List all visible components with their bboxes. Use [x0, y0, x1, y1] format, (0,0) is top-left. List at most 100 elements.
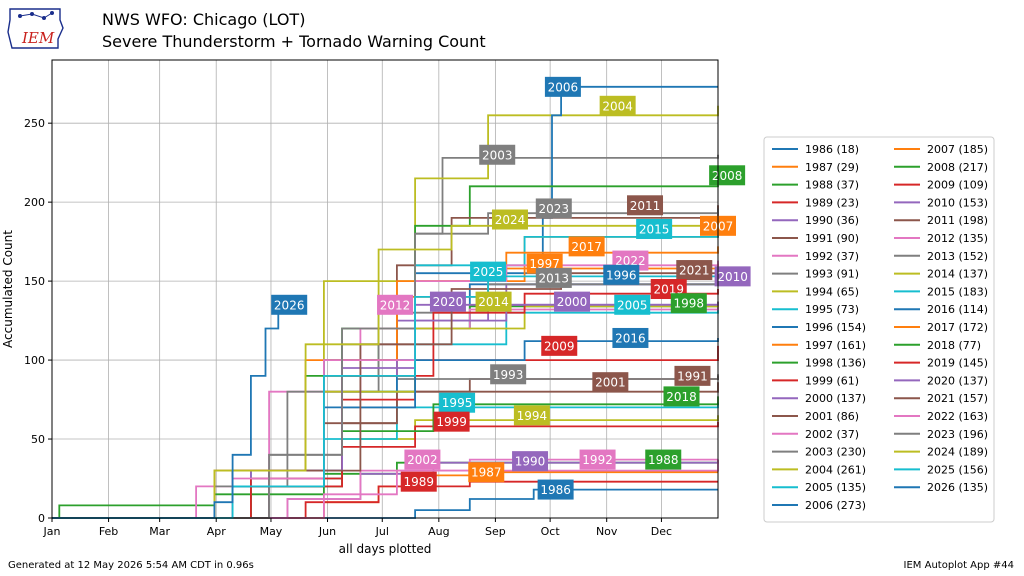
year-label-text: 2009 [544, 339, 575, 353]
legend-entry-2007: 2007 (185) [894, 143, 988, 156]
legend-entry-2021: 2021 (157) [894, 392, 988, 405]
legend-entry-1993: 1993 (91) [772, 268, 859, 281]
legend-entry-2014: 2014 (137) [894, 268, 988, 281]
year-label-text: 1995 [442, 396, 473, 410]
year-label-2008: 2008 [709, 165, 746, 186]
legend-label: 1988 (37) [805, 179, 859, 192]
legend-entry-2020: 2020 (137) [894, 374, 988, 387]
year-label-2002: 2002 [404, 449, 441, 470]
legend-entry-1994: 1994 (65) [772, 285, 859, 298]
year-label-box [468, 462, 505, 483]
year-label-text: 2013 [539, 271, 570, 285]
year-label-text: 1996 [606, 268, 637, 282]
year-label-box [645, 449, 682, 470]
legend-label: 1997 (161) [805, 339, 866, 352]
legend-label: 2007 (185) [927, 143, 988, 156]
legend-entry-2001: 2001 (86) [772, 410, 859, 423]
legend-entry-2023: 2023 (196) [894, 428, 988, 441]
year-label-1992: 1992 [579, 449, 616, 470]
legend-label: 1998 (136) [805, 357, 866, 370]
legend-label: 2017 (172) [927, 321, 988, 334]
series-line-1992 [52, 458, 718, 519]
year-label-text: 2004 [602, 99, 633, 113]
year-label-2025: 2025 [470, 261, 507, 282]
legend-entry-2022: 2022 (163) [894, 410, 988, 423]
year-label-1986: 1986 [537, 479, 574, 500]
year-label-2005: 2005 [614, 294, 651, 315]
legend-label: 1987 (29) [805, 161, 859, 174]
year-label-text: 2021 [679, 264, 710, 278]
legend-entry-2024: 2024 (189) [894, 446, 988, 459]
year-label-text: 1986 [540, 483, 571, 497]
legend-entry-2006: 2006 (273) [772, 499, 866, 512]
legend-entry-2002: 2002 (37) [772, 428, 859, 441]
year-label-1996: 1996 [603, 264, 640, 285]
year-label-2011: 2011 [627, 195, 664, 216]
year-label-2000: 2000 [554, 291, 591, 312]
year-label-box [554, 291, 591, 312]
year-label-text: 1990 [515, 455, 546, 469]
year-label-text: 1992 [582, 453, 613, 467]
legend-label: 2000 (137) [805, 392, 866, 405]
legend-label: 2011 (198) [927, 214, 988, 227]
year-label-box [579, 449, 616, 470]
year-label-box [592, 372, 629, 393]
y-tick-label: 250 [24, 117, 45, 130]
year-label-2013: 2013 [535, 267, 572, 288]
year-label-box [663, 386, 700, 407]
year-label-text: 1999 [436, 415, 467, 429]
series-line-2016 [52, 338, 719, 519]
year-label-text: 2022 [615, 254, 646, 268]
legend-entry-2017: 2017 (172) [894, 321, 988, 334]
legend-label: 2016 (114) [927, 303, 988, 316]
logo-text: IEM [21, 29, 55, 47]
year-label-2021: 2021 [676, 260, 713, 281]
year-label-text: 2020 [433, 295, 464, 309]
year-label-2017: 2017 [568, 236, 605, 257]
legend-label: 2001 (86) [805, 410, 859, 423]
year-label-box [491, 209, 528, 230]
year-label-box [377, 294, 414, 315]
year-label-text: 2011 [630, 199, 661, 213]
plot-frame [51, 59, 719, 519]
year-label-text: 1994 [517, 409, 548, 423]
generated-note: Generated at 12 May 2026 5:54 AM CDT in … [8, 560, 254, 571]
year-label-box [433, 411, 470, 432]
legend-entry-2015: 2015 (183) [894, 285, 988, 298]
year-label-text: 2024 [495, 213, 526, 227]
x-tick-label: Nov [596, 525, 618, 538]
legend-entry-1987: 1987 (29) [772, 161, 859, 174]
y-tick-label: 50 [31, 433, 45, 446]
legend-entry-1998: 1998 (136) [772, 357, 866, 370]
app-credit: IEM Autoplot App #44 [903, 560, 1014, 571]
year-label-box [614, 294, 651, 315]
year-label-text: 2000 [557, 295, 588, 309]
year-label-1999: 1999 [433, 411, 470, 432]
legend-label: 1990 (36) [805, 214, 859, 227]
year-label-text: 2018 [666, 390, 697, 404]
axes: Jan Feb Mar Apr May Jun Jul Aug Sep Oct Nov Dec 0 50 1… [24, 117, 672, 538]
year-label-text: 2005 [617, 298, 648, 312]
legend-label: 2002 (37) [805, 428, 859, 441]
year-label-text: 2010 [717, 270, 748, 284]
legend-label: 2006 (273) [805, 499, 866, 512]
legend-entry-2011: 2011 (198) [894, 214, 988, 227]
year-label-text: 1989 [403, 475, 434, 489]
legend-label: 2024 (189) [927, 446, 988, 459]
legend-entry-2012: 2012 (135) [894, 232, 988, 245]
year-label-box [714, 266, 751, 287]
year-label-box [271, 294, 308, 315]
year-label-box [429, 291, 466, 312]
legend-entry-2010: 2010 (153) [894, 196, 988, 209]
x-tick-label: Oct [541, 525, 561, 538]
year-label-box [612, 327, 649, 348]
legend-entry-1999: 1999 (61) [772, 374, 859, 387]
year-label-2024: 2024 [491, 209, 528, 230]
x-axis-label: all days plotted [339, 542, 432, 556]
legend-entry-2016: 2016 (114) [894, 303, 988, 316]
legend-entry-1988: 1988 (37) [772, 179, 859, 192]
year-label-box [636, 218, 673, 239]
year-label-box [439, 392, 476, 413]
year-label-box [475, 291, 512, 312]
year-label-box [535, 267, 572, 288]
